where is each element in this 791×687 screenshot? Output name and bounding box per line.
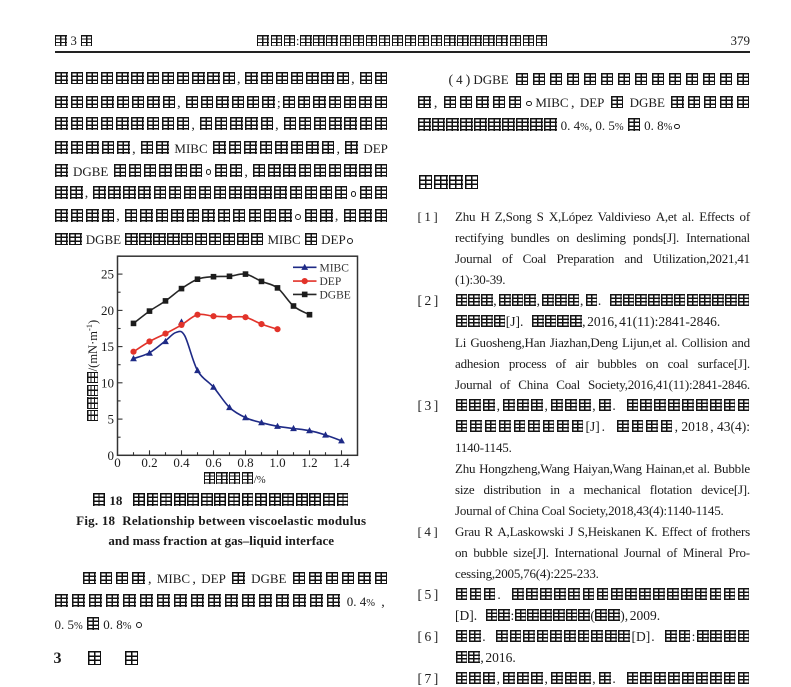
svg-text:0.6: 0.6 <box>205 455 222 470</box>
svg-text:0: 0 <box>114 455 121 470</box>
svg-text:MIBC: MIBC <box>320 262 350 274</box>
svg-text:0.2: 0.2 <box>141 455 157 470</box>
svg-text:1.2: 1.2 <box>301 455 317 470</box>
svg-text:15: 15 <box>101 339 114 354</box>
svg-text:0: 0 <box>108 448 115 463</box>
svg-text:10: 10 <box>101 375 114 390</box>
svg-text:25: 25 <box>101 267 114 282</box>
svg-text:DGBE: DGBE <box>320 289 351 301</box>
svg-text:5: 5 <box>108 412 115 427</box>
svg-text:DEP: DEP <box>320 276 342 288</box>
svg-text:20: 20 <box>101 303 114 318</box>
svg-text:1.0: 1.0 <box>269 455 285 470</box>
svg-text:1.4: 1.4 <box>333 455 350 470</box>
svg-text:0.4: 0.4 <box>173 455 190 470</box>
svg-text:0.8: 0.8 <box>237 455 253 470</box>
